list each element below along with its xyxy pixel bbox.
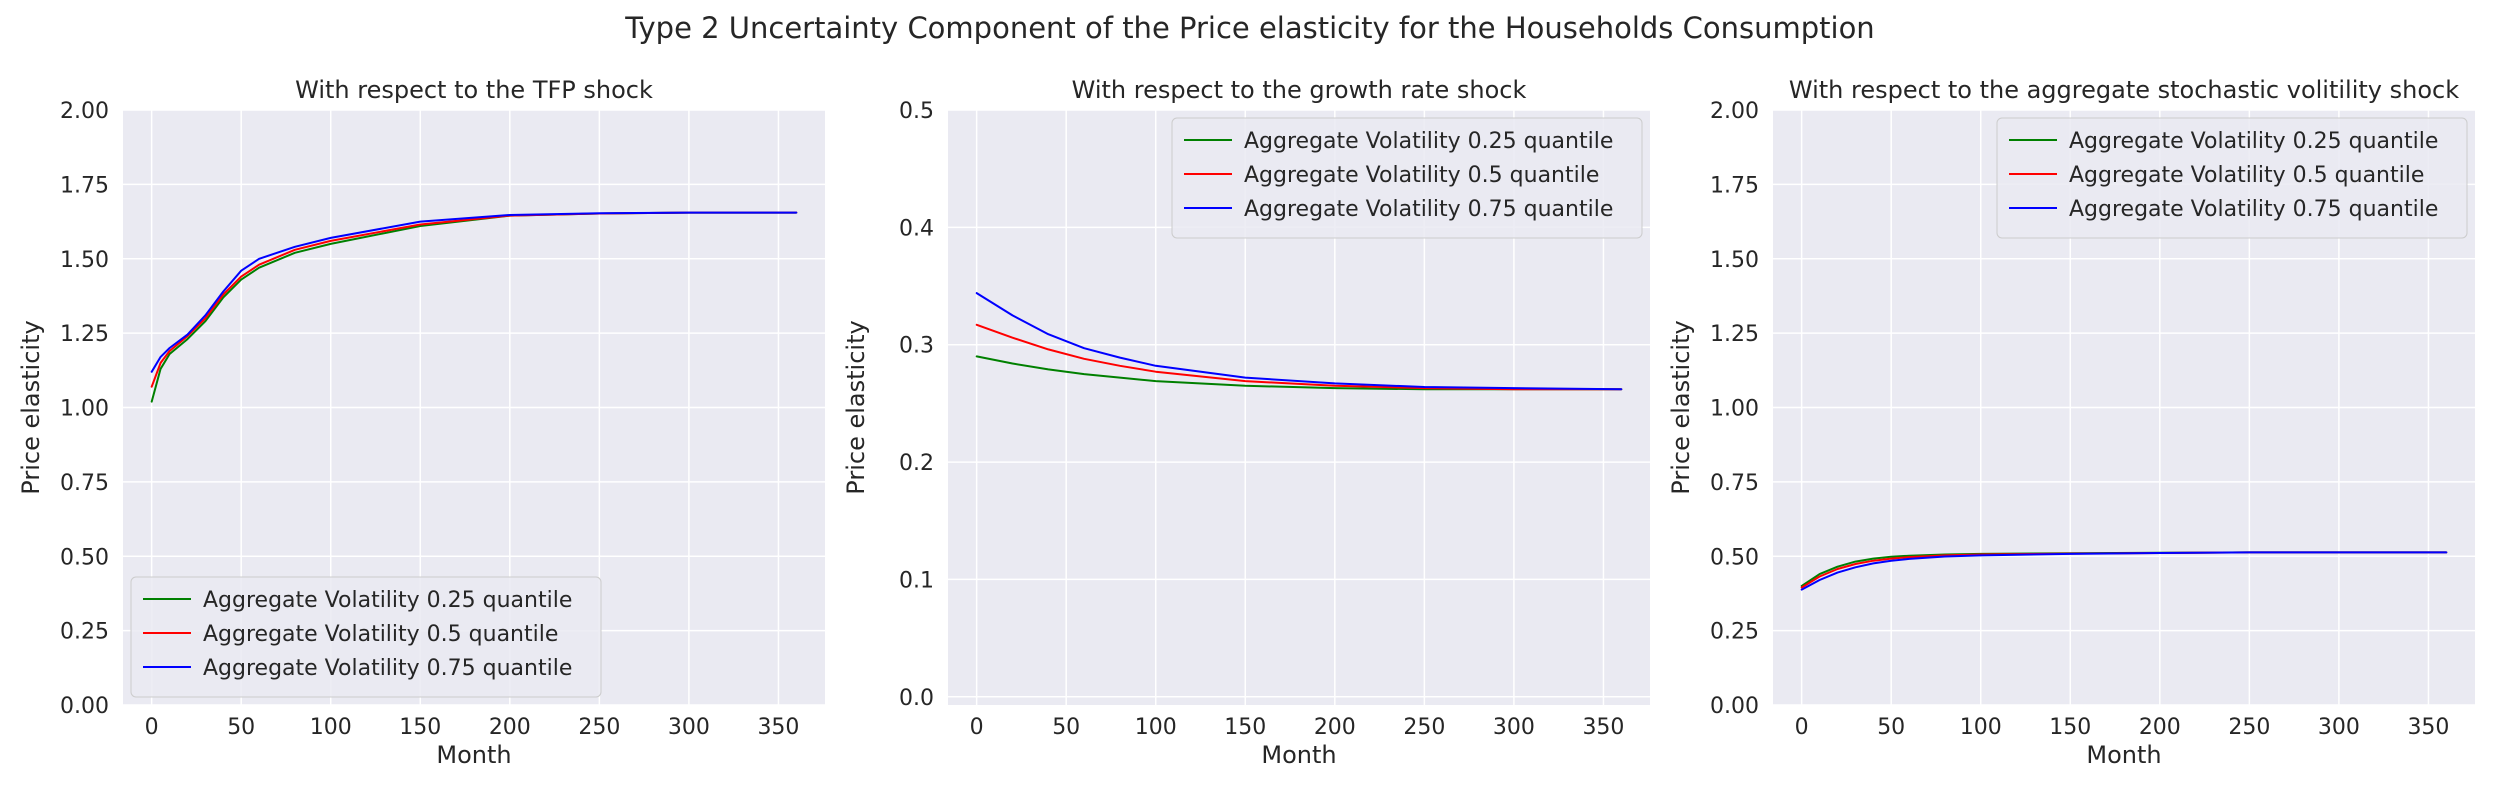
x-tick-label: 200 [1314, 715, 1356, 740]
x-tick-label: 100 [310, 715, 352, 740]
x-axis-label: Month [1261, 741, 1336, 769]
x-tick-label: 0 [1795, 715, 1809, 740]
x-tick-label: 150 [1224, 715, 1266, 740]
series-line-2 [975, 292, 1623, 391]
x-tick-label: 100 [1960, 715, 2002, 740]
y-axis-label: Price elasticity [1667, 320, 1695, 494]
x-tick-label: 350 [757, 715, 799, 740]
legend-label: Aggregate Volatility 0.75 quantile [2069, 197, 2438, 222]
legend-label: Aggregate Volatility 0.25 quantile [203, 588, 572, 613]
legend-label: Aggregate Volatility 0.5 quantile [2069, 163, 2424, 188]
panel-title: With respect to the TFP shock [295, 76, 653, 104]
y-tick-label: 1.25 [1710, 322, 1759, 347]
x-tick-label: 50 [1877, 715, 1905, 740]
y-tick-label: 1.75 [1710, 173, 1759, 198]
x-tick-label: 250 [578, 715, 620, 740]
legend-frame [1996, 117, 2468, 239]
y-tick-label: 0.3 [899, 334, 934, 359]
legend: Aggregate Volatility 0.25 quantile Aggreg… [130, 576, 602, 698]
series-line-2 [150, 211, 798, 373]
legend-label: Aggregate Volatility 0.25 quantile [2069, 129, 2438, 154]
y-tick-label: 0.0 [899, 686, 934, 711]
legend: Aggregate Volatility 0.25 quantile Aggreg… [1171, 117, 1643, 239]
y-tick-label: 0.50 [1710, 545, 1759, 570]
legend-label: Aggregate Volatility 0.5 quantile [1244, 163, 1599, 188]
x-tick-label: 350 [2407, 715, 2449, 740]
x-tick-label: 300 [1493, 715, 1535, 740]
y-tick-label: 0.1 [899, 568, 934, 593]
y-tick-label: 0.00 [60, 694, 109, 719]
panel-title: With respect to the growth rate shock [1072, 76, 1527, 104]
x-tick-label: 250 [2228, 715, 2270, 740]
x-tick-label: 300 [2318, 715, 2360, 740]
y-tick-label: 0.50 [60, 545, 109, 570]
series-line-1 [975, 323, 1623, 391]
legend-label: Aggregate Volatility 0.75 quantile [203, 656, 572, 681]
y-tick-label: 0.25 [60, 620, 109, 645]
figure-suptitle: Type 2 Uncertainty Component of the Pric… [624, 11, 1874, 45]
legend: Aggregate Volatility 0.25 quantile Aggreg… [1996, 117, 2468, 239]
y-tick-label: 0.25 [1710, 620, 1759, 645]
x-tick-label: 200 [489, 715, 531, 740]
y-tick-label: 1.25 [60, 322, 109, 347]
x-axis-label: Month [2086, 741, 2161, 769]
x-tick-label: 0 [970, 715, 984, 740]
legend-frame [130, 576, 602, 698]
legend-label: Aggregate Volatility 0.25 quantile [1244, 129, 1613, 154]
x-tick-label: 200 [2139, 715, 2181, 740]
x-axis-label: Month [436, 741, 511, 769]
x-tick-label: 250 [1403, 715, 1445, 740]
y-tick-label: 0.5 [899, 99, 934, 124]
y-axis-label: Price elasticity [842, 320, 870, 494]
legend-label: Aggregate Volatility 0.5 quantile [203, 622, 558, 647]
panel-tfp-shock: 0 50 100 150 200 250 300 350 0.00 0.25 0.50 0.75 1.0… [17, 76, 825, 769]
x-tick-label: 50 [1052, 715, 1080, 740]
y-tick-label: 1.00 [60, 397, 109, 422]
x-tick-label: 0 [145, 715, 159, 740]
y-tick-label: 1.00 [1710, 397, 1759, 422]
legend-label: Aggregate Volatility 0.75 quantile [1244, 197, 1613, 222]
x-tick-label: 350 [1582, 715, 1624, 740]
series-line-2 [1800, 551, 2448, 591]
y-tick-label: 0.75 [1710, 471, 1759, 496]
panel-growth-rate-shock: 0 50 100 150 200 250 300 350 0.0 0.1 0.2 0.3 0.4 0.5 W… [842, 76, 1650, 769]
y-tick-label: 0.4 [899, 216, 934, 241]
panel-volatility-shock: 0 50 100 150 200 250 300 350 0.00 0.25 0.50 0.75 1.0… [1667, 76, 2475, 769]
y-axis-label: Price elasticity [17, 320, 45, 494]
y-tick-label: 1.50 [1710, 248, 1759, 273]
y-tick-label: 0.00 [1710, 694, 1759, 719]
y-tick-label: 0.75 [60, 471, 109, 496]
panel-title: With respect to the aggregate stochastic… [1789, 76, 2459, 104]
x-tick-label: 100 [1135, 715, 1177, 740]
legend-frame [1171, 117, 1643, 239]
y-tick-label: 1.75 [60, 173, 109, 198]
y-tick-label: 1.50 [60, 248, 109, 273]
y-tick-label: 2.00 [60, 99, 109, 124]
x-tick-label: 300 [668, 715, 710, 740]
y-tick-label: 2.00 [1710, 99, 1759, 124]
x-tick-label: 50 [227, 715, 255, 740]
x-tick-label: 150 [2049, 715, 2091, 740]
y-tick-label: 0.2 [899, 451, 934, 476]
x-tick-label: 150 [399, 715, 441, 740]
